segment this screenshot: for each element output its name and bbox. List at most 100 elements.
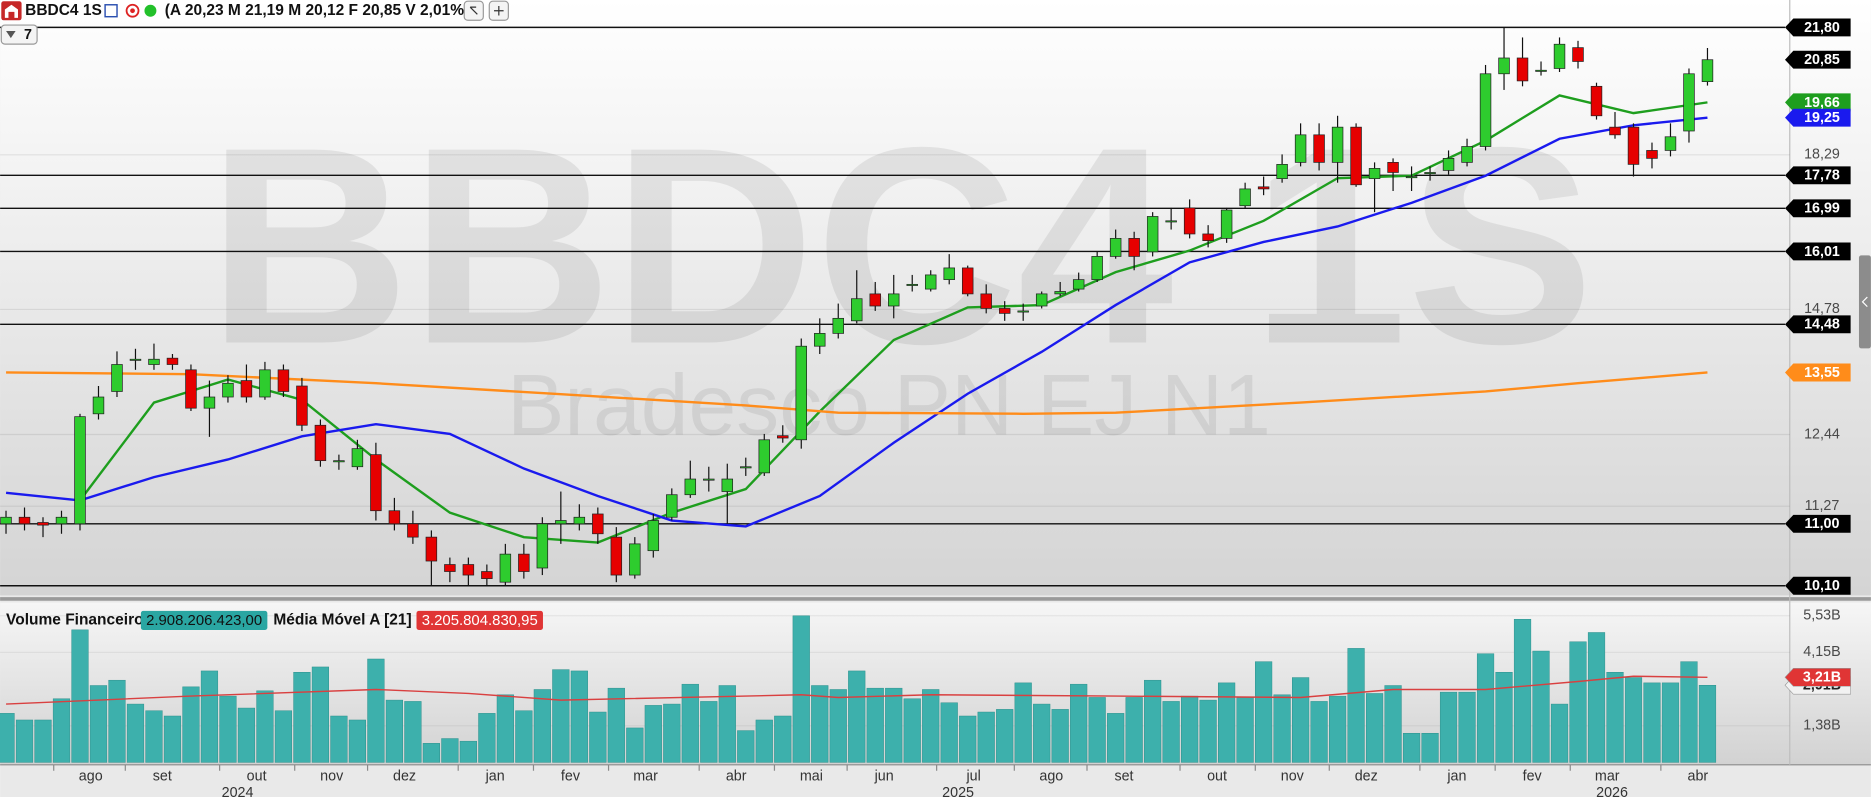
candle-body	[1609, 126, 1621, 136]
volume-bar	[422, 743, 440, 763]
volume-bar	[552, 669, 570, 763]
candle-body	[777, 435, 789, 439]
volume-bar	[1125, 697, 1143, 763]
candle-body	[518, 553, 530, 572]
volume-bar	[108, 679, 126, 763]
level-tag	[1784, 18, 1851, 37]
candle-body	[499, 553, 512, 583]
volume-tag	[1784, 668, 1851, 687]
volume-bar	[515, 710, 533, 763]
volume-bar	[1495, 672, 1513, 763]
y-tick-label: 12,44	[1804, 426, 1840, 442]
volume-ma-line	[6, 675, 1708, 705]
candle-body	[1350, 126, 1362, 186]
volume-bar	[256, 690, 274, 763]
volume-bar	[126, 703, 145, 763]
volume-title: Volume Financeiro	[6, 612, 144, 629]
volume-bar	[644, 705, 662, 763]
volume-bar	[1624, 677, 1643, 763]
volume-bar	[404, 701, 422, 763]
level-label: 14,48	[1804, 317, 1840, 333]
candle-body	[1627, 126, 1640, 165]
volume-bar	[959, 715, 977, 763]
candle-body	[814, 333, 826, 347]
volume-bar	[1236, 697, 1254, 763]
volume-bar	[52, 698, 71, 763]
chart-toggle[interactable]	[104, 4, 118, 18]
candle-body	[1239, 188, 1251, 207]
volume-bar	[1255, 661, 1273, 763]
volume-tag-label: 3,21B	[1803, 670, 1841, 686]
candle-body	[721, 478, 734, 492]
candle-body	[1479, 73, 1492, 147]
volume-bar	[0, 713, 15, 763]
candle-body	[961, 267, 974, 295]
volume-bar	[293, 672, 311, 763]
volume-bar	[700, 701, 718, 763]
volume-bar	[348, 719, 366, 763]
side-panel-glyph	[1861, 296, 1868, 308]
volume-bar	[478, 713, 496, 763]
volume-bar	[182, 686, 200, 763]
volume-bar	[496, 694, 514, 763]
volume-bar	[1698, 685, 1717, 763]
volume-bar	[1680, 661, 1698, 763]
alert-dot	[130, 8, 135, 14]
candle-body	[1109, 238, 1122, 257]
candle-body	[129, 358, 142, 361]
candle-body	[1183, 207, 1196, 235]
candle-body	[111, 364, 123, 392]
candle-body	[1331, 126, 1344, 163]
volume-bar	[570, 670, 588, 763]
price-tag	[1784, 50, 1851, 69]
badge-box[interactable]	[0, 24, 38, 45]
level-label: 11,00	[1804, 516, 1839, 532]
level-label: 17,78	[1804, 168, 1840, 184]
price-tag	[1784, 108, 1851, 127]
candle-body	[444, 564, 456, 572]
volume-bar	[1587, 632, 1606, 763]
candle-body	[795, 345, 807, 441]
x-tick-label: nov	[1281, 768, 1305, 784]
x-tick-label: set	[153, 768, 172, 784]
alert-toggle[interactable]	[125, 3, 140, 18]
volume-bar	[718, 685, 736, 763]
moving-average-line	[5, 116, 1708, 528]
candle-body	[629, 543, 641, 576]
volume-bar	[1310, 701, 1328, 763]
candle-body	[277, 369, 290, 392]
volume-bar	[1402, 732, 1421, 763]
x-tick-label: ago	[1039, 768, 1063, 784]
candle-body	[592, 513, 604, 535]
candle-body	[980, 293, 992, 309]
candle-body	[1553, 43, 1566, 69]
candle-body	[1128, 238, 1140, 257]
candle-body	[462, 564, 475, 576]
candle-body	[1220, 209, 1233, 239]
level-tag	[1784, 242, 1851, 261]
side-panel-handle[interactable]	[1858, 255, 1871, 349]
x-tick-label: jun	[874, 768, 894, 784]
plot-layer: 18,29 14,78 12,44 11,27 21,80 17,78 16,99 16,01…	[0, 18, 1851, 797]
candle-body	[1516, 57, 1529, 82]
y-tick-label: 11,27	[1805, 498, 1840, 514]
volume-bar	[774, 715, 792, 763]
candle-body	[0, 516, 12, 525]
volume-bar	[1384, 685, 1402, 763]
level-label: 16,01	[1804, 244, 1840, 260]
volume-bar	[922, 689, 940, 763]
x-tick-label: abr	[1688, 768, 1709, 784]
candle-body	[573, 516, 586, 525]
volume-bar	[200, 670, 219, 763]
volume-bar	[848, 670, 866, 763]
volume-bar	[15, 719, 34, 763]
volume-bar	[1292, 677, 1310, 763]
volume-bar	[1033, 703, 1051, 763]
volume-bar	[1273, 694, 1291, 763]
year-label: 2026	[1596, 785, 1628, 797]
volume-bar	[1088, 697, 1106, 763]
candle-body	[684, 478, 697, 496]
candle-body	[1146, 216, 1159, 253]
candle-body	[851, 298, 863, 322]
x-tick-label: dez	[393, 768, 416, 784]
